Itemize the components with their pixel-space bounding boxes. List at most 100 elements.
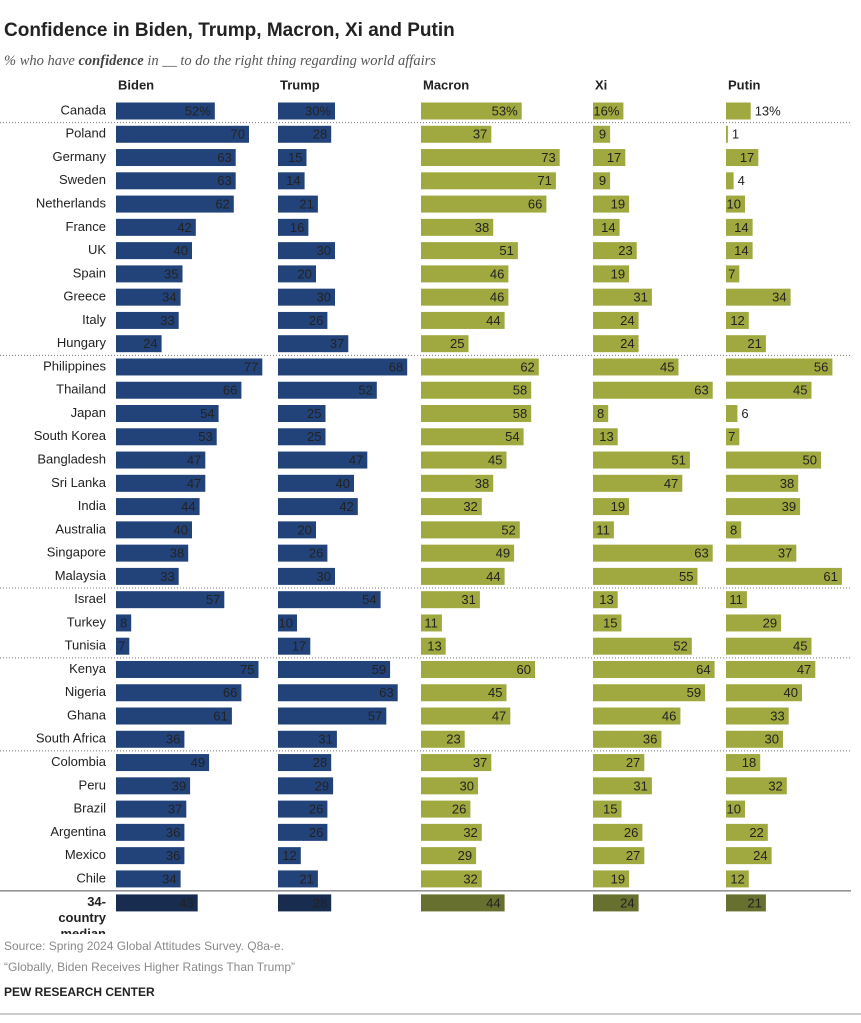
bar xyxy=(421,405,532,423)
bar xyxy=(593,800,622,818)
bar xyxy=(726,847,772,865)
bar xyxy=(726,451,821,469)
bar xyxy=(421,847,477,865)
bar xyxy=(116,614,132,632)
bar xyxy=(593,754,645,772)
bar xyxy=(278,684,398,702)
value-label: 39 xyxy=(782,499,796,514)
value-label: 34 xyxy=(162,290,176,305)
value-label: 47 xyxy=(664,476,678,491)
value-label: 1 xyxy=(732,127,739,142)
value-label: 19 xyxy=(611,871,625,886)
bar xyxy=(726,544,797,562)
median-label-box: 34-country median xyxy=(58,894,106,934)
bar xyxy=(593,847,645,865)
source: Source: Spring 2024 Global Attitudes Sur… xyxy=(4,939,284,953)
category-label: Netherlands xyxy=(36,196,107,211)
bar xyxy=(116,474,206,492)
value-label: 31 xyxy=(633,778,647,793)
bar xyxy=(726,218,753,236)
bar xyxy=(726,823,768,841)
bar xyxy=(278,149,307,167)
source: “Globally, Biden Receives Higher Ratings… xyxy=(4,960,295,974)
bar xyxy=(593,521,614,539)
bar xyxy=(421,637,446,655)
category-label: Australia xyxy=(55,521,106,536)
value-label: 30% xyxy=(305,103,331,118)
value-label: 63 xyxy=(694,383,708,398)
value-label: 21 xyxy=(299,197,313,212)
category-label: Israel xyxy=(74,591,106,606)
bar xyxy=(278,195,318,213)
bar xyxy=(421,823,482,841)
value-label: 50 xyxy=(803,452,817,467)
value-label: 63 xyxy=(217,150,231,165)
category-label: South Africa xyxy=(36,731,107,746)
value-label: 40 xyxy=(784,685,798,700)
bar xyxy=(421,498,482,516)
bar xyxy=(421,335,469,353)
value-label: 58 xyxy=(513,406,527,421)
bar xyxy=(421,870,482,888)
bar xyxy=(726,754,761,772)
bar xyxy=(278,521,316,539)
bar xyxy=(421,428,524,446)
bar xyxy=(726,265,740,283)
bar xyxy=(421,521,520,539)
category-label: Peru xyxy=(79,777,106,792)
value-label: 9 xyxy=(599,127,606,142)
bar xyxy=(116,730,185,748)
bar xyxy=(726,335,766,353)
value-label: 7 xyxy=(118,639,125,654)
category-label: Kenya xyxy=(69,661,107,676)
value-label: 11 xyxy=(596,522,610,537)
category-label: Thailand xyxy=(56,382,106,397)
value-label: 29 xyxy=(315,778,329,793)
category-label: Canada xyxy=(60,102,106,117)
bar xyxy=(421,660,535,678)
value-label: 46 xyxy=(490,290,504,305)
bar xyxy=(726,591,747,609)
bar xyxy=(726,474,799,492)
bar xyxy=(116,451,206,469)
bar xyxy=(726,567,842,585)
bar xyxy=(593,544,713,562)
value-label: 45 xyxy=(488,685,502,700)
value-label: 37 xyxy=(473,127,487,142)
bar xyxy=(278,637,311,655)
value-label: 26 xyxy=(624,825,638,840)
value-label: 11 xyxy=(424,615,438,630)
bar xyxy=(421,451,507,469)
value-label: 66 xyxy=(223,685,237,700)
bar xyxy=(593,614,622,632)
subtitle-part: confidence xyxy=(79,53,145,69)
series-header: Putin xyxy=(728,77,761,92)
value-label: 75 xyxy=(240,662,254,677)
value-label: 70 xyxy=(231,127,245,142)
bar xyxy=(278,358,408,376)
value-label: 14 xyxy=(601,220,615,235)
value-label: 8 xyxy=(730,522,737,537)
value-label: 33 xyxy=(160,313,174,328)
bar xyxy=(116,870,181,888)
bar xyxy=(278,474,354,492)
bar xyxy=(593,870,630,888)
bar xyxy=(116,311,179,329)
value-label: 37 xyxy=(778,546,792,561)
bar xyxy=(593,894,639,912)
value-label: 44 xyxy=(486,895,500,910)
value-label: 49 xyxy=(496,546,510,561)
bar xyxy=(278,311,328,329)
value-label: 24 xyxy=(620,313,634,328)
bar xyxy=(593,428,618,446)
value-label: 28 xyxy=(313,127,327,142)
bar xyxy=(116,823,185,841)
subtitle-part: in __ to do the right thing regarding wo… xyxy=(144,53,437,69)
value-label: 44 xyxy=(486,313,500,328)
bar xyxy=(278,498,358,516)
chart-subtitle: % who have confidence in __ to do the ri… xyxy=(4,53,436,69)
value-label: 12 xyxy=(730,871,744,886)
category-label: Chile xyxy=(76,870,106,885)
category-label: Nigeria xyxy=(65,684,107,699)
bar xyxy=(116,195,234,213)
